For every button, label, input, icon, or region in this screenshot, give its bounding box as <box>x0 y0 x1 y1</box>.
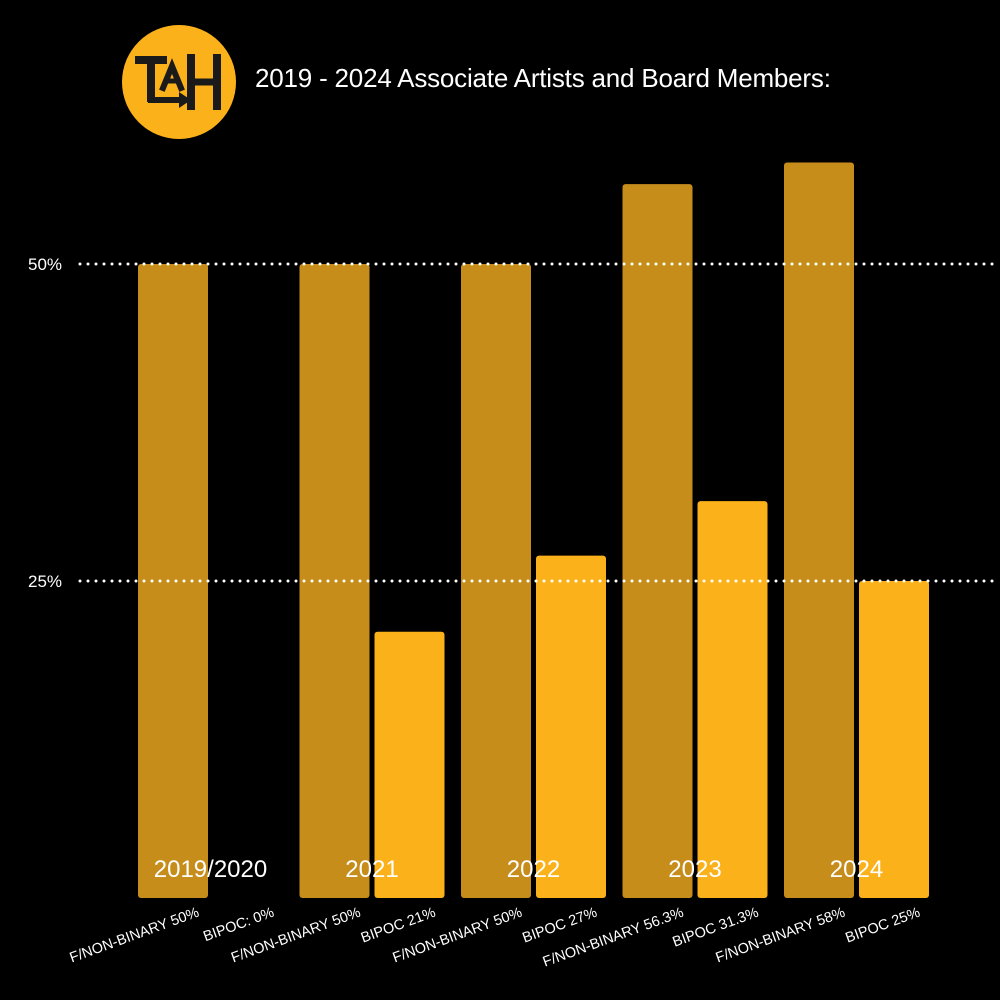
tah-logo <box>122 25 236 139</box>
bar-bipoc-1 <box>374 631 445 898</box>
bar-f_nonbinary-0 <box>138 263 208 898</box>
bar-bipoc-4 <box>859 580 929 898</box>
logo-mark <box>135 54 221 110</box>
chart-title: 2019 - 2024 Associate Artists and Board … <box>255 63 831 93</box>
data-label-f_nonbinary-0: F/NON-BINARY 50% <box>68 905 202 967</box>
category-label-4: 2024 <box>830 856 883 883</box>
bar-f_nonbinary-4 <box>784 162 854 898</box>
bar-f_nonbinary-3 <box>622 184 693 898</box>
y-tick-label-1: 50% <box>28 255 62 274</box>
bar-bipoc-3 <box>697 501 768 898</box>
data-label-bipoc-4: BIPOC 25% <box>843 905 922 947</box>
bar-bipoc-2 <box>536 555 606 898</box>
category-label-2: 2022 <box>507 856 560 883</box>
category-label-0: 2019/2020 <box>154 856 267 883</box>
y-tick-label-0: 25% <box>28 572 62 591</box>
data-label-f_nonbinary-3: F/NON-BINARY 56.3% <box>541 905 686 971</box>
category-label-3: 2023 <box>668 856 721 883</box>
category-label-1: 2021 <box>345 856 398 883</box>
